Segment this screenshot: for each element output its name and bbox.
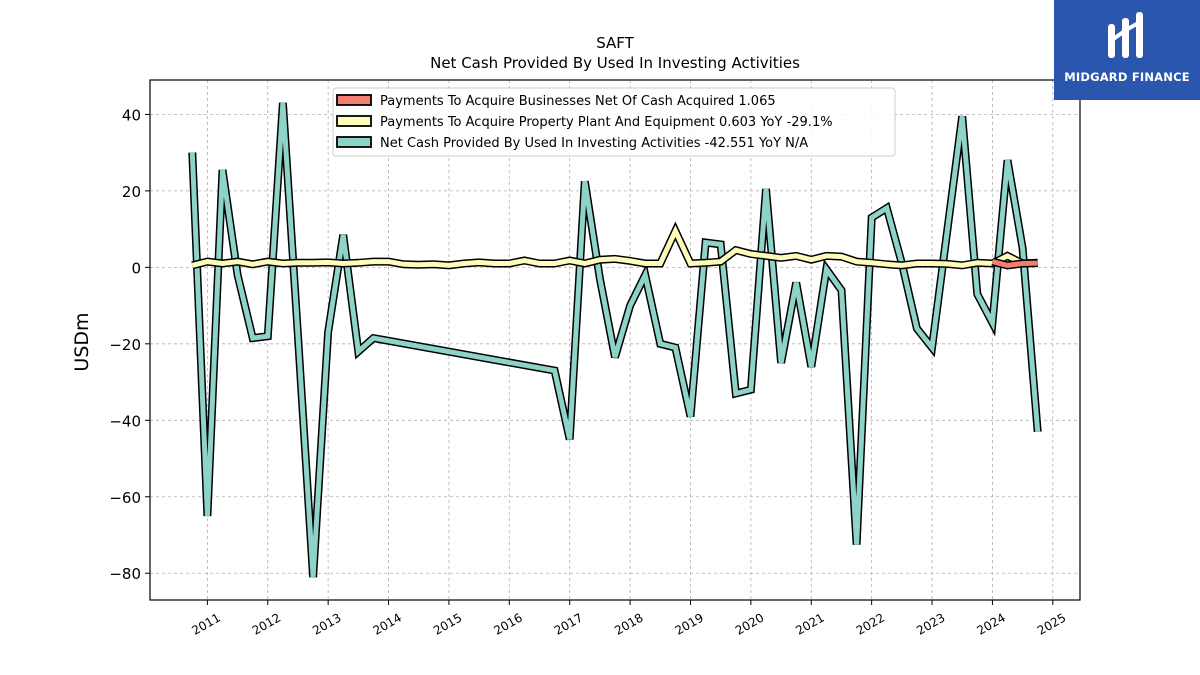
y-tick-label: 40 <box>122 106 141 124</box>
y-tick-label: −60 <box>109 489 141 507</box>
x-tick-label: 2013 <box>310 610 343 637</box>
x-tick-label: 2018 <box>612 610 645 637</box>
legend-swatch <box>336 136 372 148</box>
x-tick-label: 2011 <box>189 610 222 637</box>
legend-entry: Payments To Acquire Property Plant And E… <box>380 115 833 130</box>
y-axis: −80 −60 −40 −20 0 20 40 <box>109 106 150 583</box>
x-tick-label: 2020 <box>733 610 766 637</box>
series-line <box>189 102 1041 578</box>
series-layer <box>188 102 1042 578</box>
plot-frame <box>149 79 1081 601</box>
legend-swatch <box>336 115 372 127</box>
x-tick-label: 2023 <box>914 610 947 637</box>
legend-swatch <box>336 94 372 106</box>
x-tick-label: 2024 <box>974 610 1007 637</box>
legend: Payments To Acquire Businesses Net Of Ca… <box>332 87 896 157</box>
legend-entry: Net Cash Provided By Used In Investing A… <box>380 136 808 151</box>
brand-logo: MIDGARD FINANCE <box>1054 0 1200 100</box>
chart-title: SAFT <box>596 34 634 52</box>
y-tick-label: −40 <box>109 412 141 430</box>
x-tick-label: 2014 <box>371 610 404 637</box>
x-tick-label: 2019 <box>673 610 706 637</box>
x-tick-label: 2022 <box>854 610 887 637</box>
y-tick-label: 20 <box>122 183 141 201</box>
y-axis-label: USDm <box>71 312 93 371</box>
x-axis: 2011 2012 2013 2014 2015 2016 2017 2018 2019 2020… <box>189 600 1068 638</box>
legend-entry: Payments To Acquire Businesses Net Of Ca… <box>380 94 776 109</box>
x-tick-label: 2016 <box>491 610 524 637</box>
series-line <box>191 225 1038 268</box>
series-line <box>991 259 1038 268</box>
legend-box <box>332 87 896 157</box>
brand-name: MIDGARD FINANCE <box>1064 70 1190 84</box>
x-tick-label: 2021 <box>793 610 826 637</box>
x-tick-label: 2025 <box>1035 610 1068 637</box>
y-tick-label: −20 <box>109 336 141 354</box>
x-tick-label: 2012 <box>250 610 283 637</box>
brand-mark-icon <box>1108 12 1143 58</box>
x-tick-label: 2015 <box>431 610 464 637</box>
x-tick-label: 2017 <box>552 610 585 637</box>
chart-subtitle: Net Cash Provided By Used In Investing A… <box>430 54 800 72</box>
y-tick-label: −80 <box>109 565 141 583</box>
y-tick-label: 0 <box>131 259 141 277</box>
